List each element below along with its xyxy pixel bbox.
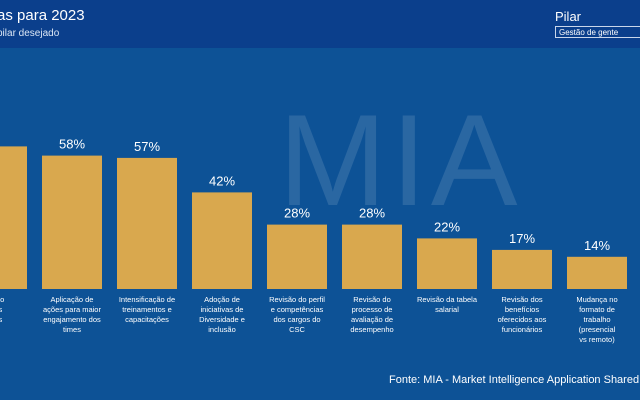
category-label: formato de [579,305,615,314]
category-label: Intensificação de [119,295,175,304]
category-label: Revisão dos [501,295,543,304]
category-label: Revisão do [353,295,391,304]
category-label: treinamentos e [122,305,172,314]
category-label: res [0,315,2,324]
bar [342,224,402,289]
category-label: benefícios [505,305,539,314]
category-label: Mudança no [576,295,617,304]
header-bar: as para 2023 pilar desejado Pilar Gestão… [0,0,640,48]
category-label: vs remoto) [579,335,615,344]
category-label: times [63,325,81,334]
source-note: Fonte: MIA - Market Intelligence Applica… [389,374,640,386]
value-label: 17% [509,231,535,246]
category-label: funcionários [502,325,543,334]
category-label: oferecidos aos [498,315,547,324]
bar [192,192,252,289]
bar [0,146,27,289]
bar [42,155,102,289]
category-label: avaliação de [351,315,393,324]
category-label: trabalho [583,315,610,324]
bar [117,157,177,289]
category-label: inclusão [208,325,236,334]
category-label: Revisão da tabela [417,295,478,304]
category-label: Revisão do perfil [269,295,325,304]
value-label: 28% [359,206,385,221]
category-label: ações para maior [43,305,101,314]
category-label: engajamento dos [43,315,101,324]
value-label: 28% [284,206,310,221]
bar [567,256,627,289]
bar [267,224,327,289]
category-label: ento [0,295,4,304]
category-label: Adoção de [204,295,240,304]
value-label: 22% [434,219,460,234]
category-label: res [0,305,2,314]
category-label: (presencial [579,325,616,334]
bar [417,238,477,289]
category-label: Aplicação de [51,295,94,304]
category-label: iniciativas de [201,305,244,314]
category-label: processo de [352,305,393,314]
value-label: 57% [134,139,160,154]
category-label: desempenho [350,325,393,334]
chart-title: as para 2023 [0,7,85,24]
pilar-filter-select[interactable]: Gestão de gente [555,26,640,38]
value-label: 14% [584,238,610,253]
value-label: 58% [59,137,85,152]
bar [492,249,552,289]
category-label: dos cargos do [273,315,320,324]
pilar-filter-label: Pilar [555,9,582,24]
category-label: CSC [289,325,305,334]
category-label: e competências [271,305,324,314]
chart-subtitle: pilar desejado [0,28,60,39]
category-label: capacitações [125,315,169,324]
mia-watermark: MIA [278,87,521,233]
value-label: 42% [209,173,235,188]
category-label: salarial [435,305,459,314]
category-label: Diversidade e [199,315,245,324]
